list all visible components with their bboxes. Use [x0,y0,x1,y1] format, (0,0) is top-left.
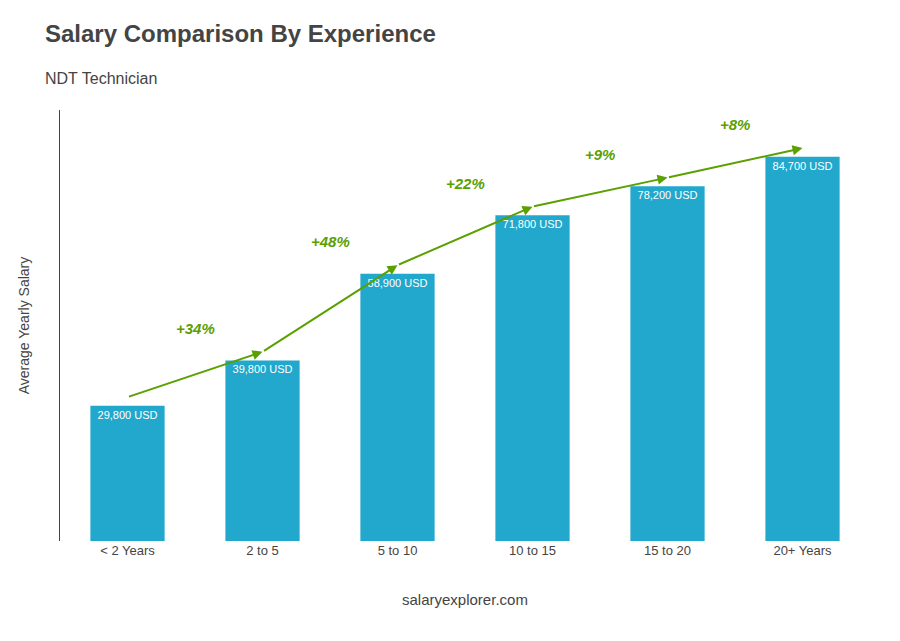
svg-text:84,700 USD: 84,700 USD [773,160,833,172]
svg-text:20+ Years: 20+ Years [773,543,832,558]
svg-text:Average Yearly Salary: Average Yearly Salary [16,257,32,395]
svg-text:+8%: +8% [720,116,750,133]
svg-text:15 to 20: 15 to 20 [644,543,691,558]
svg-text:29,800 USD: 29,800 USD [98,409,158,421]
svg-text:10 to 15: 10 to 15 [509,543,556,558]
svg-text:< 2 Years: < 2 Years [100,543,155,558]
svg-text:Salary Comparison By Experienc: Salary Comparison By Experience [45,20,436,47]
svg-text:5 to 10: 5 to 10 [378,543,418,558]
svg-text:78,200 USD: 78,200 USD [638,189,698,201]
svg-text:+34%: +34% [176,320,215,337]
svg-text:+9%: +9% [585,146,615,163]
svg-text:+22%: +22% [446,175,485,192]
svg-text:+48%: +48% [311,233,350,250]
svg-text:58,900 USD: 58,900 USD [368,277,428,289]
svg-text:salaryexplorer.com: salaryexplorer.com [402,591,528,608]
svg-text:39,800 USD: 39,800 USD [233,363,293,375]
svg-text:71,800 USD: 71,800 USD [503,218,563,230]
svg-text:NDT Technician: NDT Technician [45,70,157,87]
svg-text:2 to 5: 2 to 5 [246,543,279,558]
